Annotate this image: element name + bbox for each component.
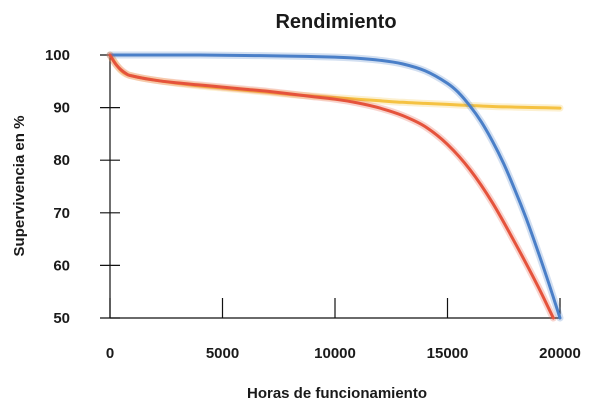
y-tick-label: 80: [53, 152, 70, 169]
x-tick-label: 5000: [206, 345, 239, 362]
y-tick-label: 60: [53, 257, 70, 274]
x-tick-label: 20000: [539, 345, 581, 362]
x-tick-label: 15000: [427, 345, 469, 362]
series-line-2: [108, 53, 562, 320]
series-layer: [106, 51, 564, 322]
x-axis-ticks: 0 5000 10000 15000 20000: [106, 298, 581, 362]
y-axis-ticks: 50 60 70 80 90 100: [45, 47, 120, 327]
y-tick-label: 100: [45, 47, 70, 64]
y-tick-label: 50: [53, 310, 70, 327]
y-tick-label: 90: [53, 100, 70, 117]
x-tick-label: 0: [106, 345, 114, 362]
chart-title: Rendimiento: [275, 11, 396, 33]
y-axis-label: Supervivencia en %: [11, 116, 28, 257]
series-line-3: [108, 53, 555, 320]
x-axis-label: Horas de funcionamiento: [247, 385, 427, 402]
y-tick-label: 70: [53, 205, 70, 222]
x-tick-label: 10000: [314, 345, 356, 362]
